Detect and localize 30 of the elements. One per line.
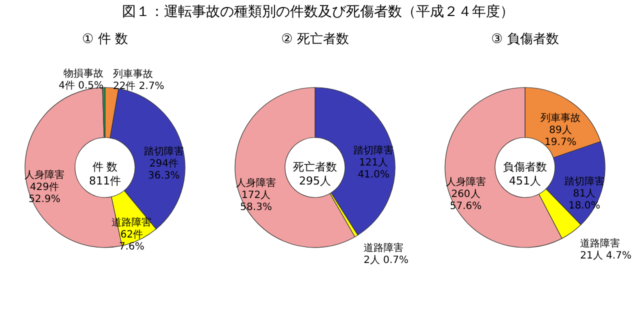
data-label: 21人 4.7%: [580, 250, 632, 262]
chart-title: ① 件 数: [82, 32, 128, 47]
text: 811件: [89, 174, 121, 188]
slice-label: 人身障害: [24, 168, 64, 181]
slice-label: 人身障害: [446, 176, 486, 188]
text: 451人: [509, 174, 541, 188]
text: 図１：運転事故の種類別の件数及び死傷者数（平成２４年度）: [122, 4, 514, 20]
slice-label: 踏切障害: [354, 144, 394, 157]
slice-label: 物損事故: [64, 68, 104, 80]
slice-label: 踏切障害: [564, 176, 604, 188]
data-label: 429件 52.9%: [28, 182, 60, 205]
slice-label: 列車事故: [113, 68, 153, 80]
text: 死亡者数: [293, 160, 337, 174]
data-label: 22件 2.7%: [113, 80, 164, 92]
data-label: 121人 41.0%: [358, 158, 390, 181]
slice-label: 人身障害: [236, 177, 276, 190]
text: 295人: [299, 174, 331, 188]
slice-label: 列車事故: [540, 112, 580, 124]
data-label: 294件 36.3%: [148, 158, 180, 182]
data-label: 62件 7.6%: [119, 229, 144, 252]
data-label: 2人 0.7%: [364, 254, 409, 266]
slice-label: 道路障害: [364, 242, 404, 254]
text: 件 数: [92, 160, 118, 174]
data-label: 4件 0.5%: [58, 80, 104, 92]
slice-label: 踏切障害: [144, 146, 184, 158]
slice-label: 道路障害: [580, 238, 620, 250]
chart-title: ③ 負傷者数: [491, 32, 559, 47]
data-label: 89人 19.7%: [544, 124, 576, 148]
chart-title: ② 死亡者数: [281, 31, 349, 47]
text: 負傷者数: [503, 160, 547, 174]
